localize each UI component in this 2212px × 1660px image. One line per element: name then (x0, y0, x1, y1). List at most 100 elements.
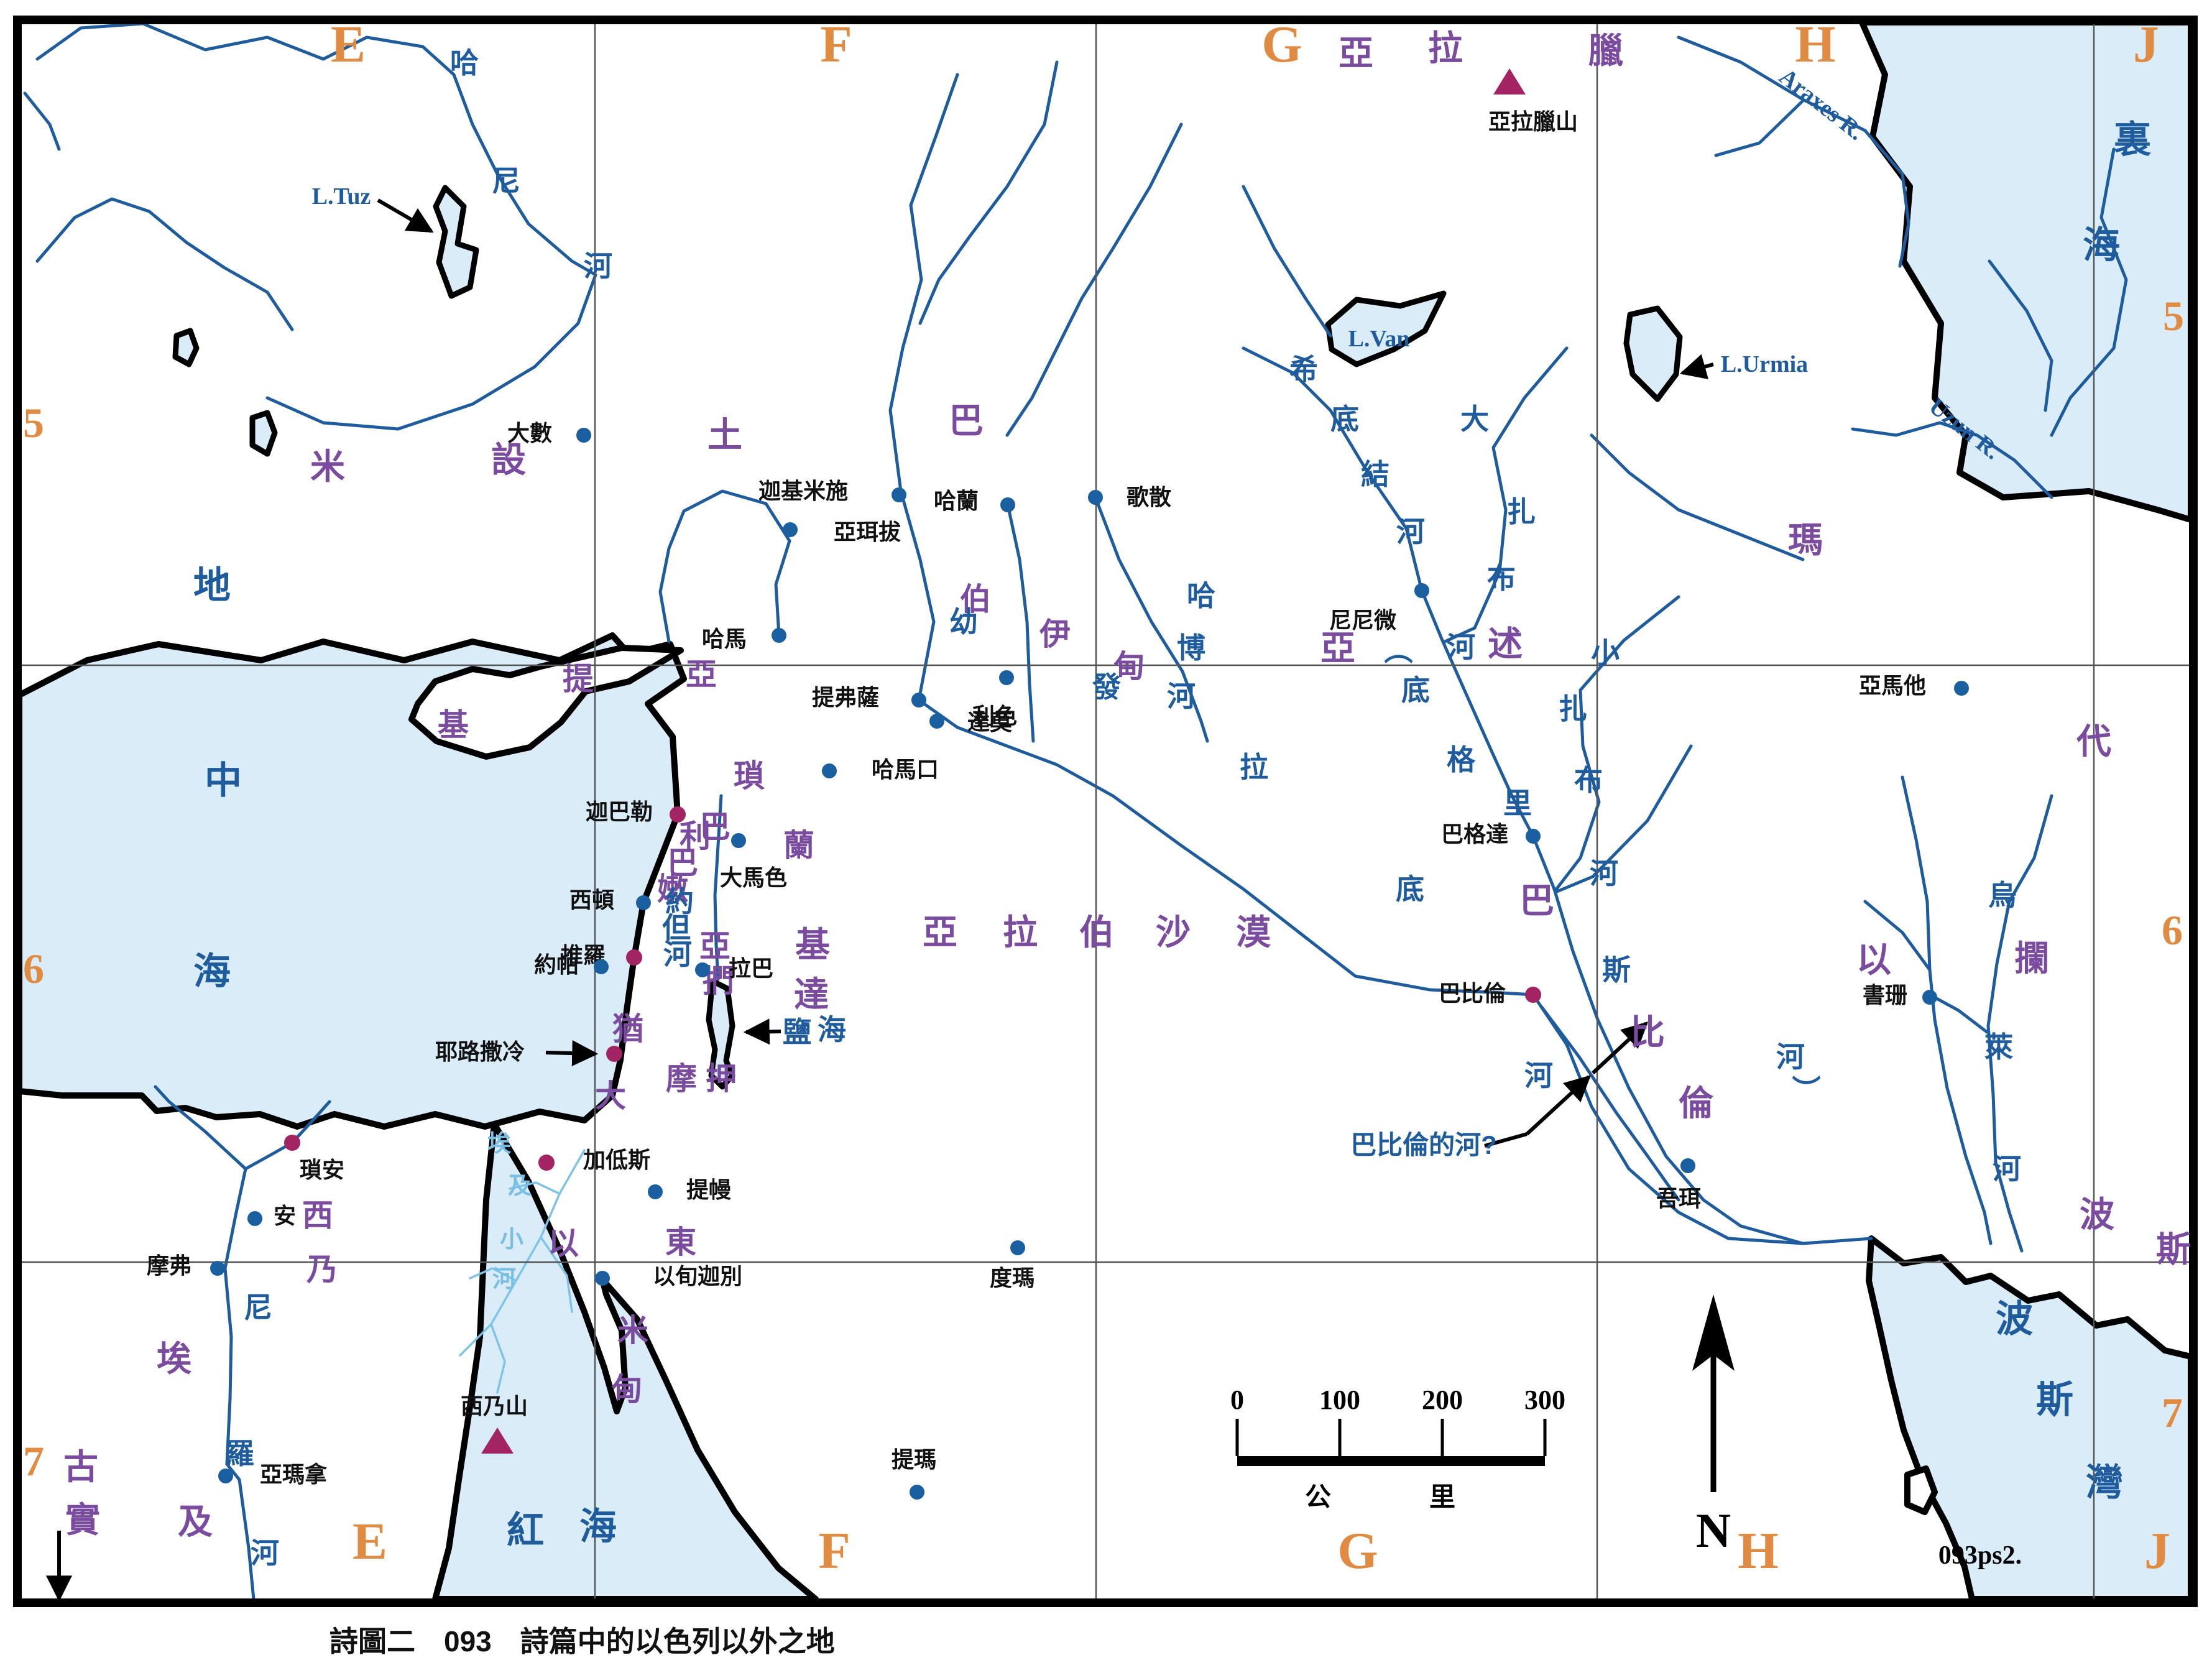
label-sea-persian-gulf: 灣 (2086, 1462, 2123, 1503)
rivers-layer (23, 22, 2128, 1601)
label-river-brook-of-egypt: 小 (499, 1227, 524, 1253)
label-region-judah: 猶 (612, 1012, 643, 1046)
label-river-halys: 尼 (492, 165, 520, 197)
city-dot-摩弗 (210, 1261, 225, 1276)
city-label-哈蘭: 哈蘭 (933, 488, 979, 514)
label-river-tigris-paren: （ (1381, 635, 1414, 664)
brook-of-egypt-1 (459, 1149, 586, 1357)
label-region-midian: 米 (617, 1313, 648, 1348)
city-dot-提弗薩 (911, 693, 926, 708)
label-river-great-zab: 扎 (1507, 496, 1536, 528)
nile-west-branch (154, 1085, 247, 1171)
label-region-media: 瑪 (1788, 520, 1823, 560)
city-label-巴比倫: 巴比倫 (1438, 980, 1506, 1006)
babylon-river-arrow-1 (1525, 1075, 1592, 1136)
scalebar-unit: 里 (1429, 1482, 1456, 1511)
city-dot-推羅 (626, 949, 642, 966)
label-river-nile: 尼 (244, 1291, 272, 1324)
city-label-西頓: 西頓 (569, 887, 615, 913)
babylon-canal (1540, 1005, 1680, 1202)
city-dot-度瑪 (1010, 1240, 1025, 1255)
label-river-habor: 河 (1167, 680, 1196, 712)
seas-layer (16, 19, 2194, 1602)
label-region-judah: 大 (595, 1079, 626, 1114)
label-region-arabian-desert: 亞 (923, 913, 957, 952)
label-region-edom: 東 (665, 1225, 696, 1260)
grid-letter-F: F (818, 1522, 850, 1580)
city-dot-尼尼微 (1414, 583, 1429, 598)
label-region-arabian-desert: 沙 (1156, 913, 1191, 952)
label-river-hiddekel: 底 (1330, 403, 1359, 435)
label-lake-salt-sea: 海 (818, 1013, 846, 1046)
label-region-kittim: 基 (438, 708, 469, 742)
orontes-river (658, 489, 791, 643)
label-region-kedar: 達 (794, 975, 829, 1014)
city-dot-約帕 (594, 959, 609, 974)
city-label-亞馬他: 亞馬他 (1858, 673, 1927, 698)
city-label-瑣安: 瑣安 (299, 1157, 345, 1183)
city-label-以旬迦別: 以旬迦別 (652, 1263, 743, 1289)
city-label-迦巴勒: 迦巴勒 (585, 799, 653, 824)
label-region-babylonia: 倫 (1679, 1084, 1713, 1123)
city-label-達莫: 達莫 (967, 709, 1013, 735)
gulf-island (1904, 1465, 1938, 1515)
mountain-亞拉臘山 (1493, 68, 1526, 95)
label-region-assyria: 述 (1488, 624, 1523, 663)
label-region-lebanon: 巴 (667, 846, 698, 880)
city-label-提瑪: 提瑪 (891, 1447, 937, 1472)
label-sea-red: 紅 (507, 1510, 544, 1551)
label-region-tubal: 巴 (949, 401, 984, 440)
caspian-sea (1859, 19, 2194, 523)
city-dot-巴格達 (1526, 829, 1541, 844)
brook-of-egypt-4 (509, 1181, 561, 1195)
city-label-巴格達: 巴格達 (1440, 821, 1509, 847)
city-label-書珊: 書珊 (1862, 982, 1908, 1008)
city-dot-哈馬 (772, 628, 786, 643)
label-region-moab: 押 (706, 1061, 737, 1096)
city-label-摩弗: 摩弗 (146, 1253, 192, 1278)
city-dot-哈馬口 (822, 763, 837, 778)
map-code: 093ps2. (1938, 1541, 2022, 1570)
label-river-little-zab: 布 (1574, 764, 1603, 796)
label-region-ararat: 拉 (1428, 29, 1463, 68)
grid-lines-layer (17, 20, 2193, 1603)
label-region-ammon: 亞 (699, 929, 730, 964)
city-dot-拉巴 (695, 962, 710, 977)
grid-letter-E: E (330, 16, 366, 73)
zagros-stream-1 (2050, 147, 2128, 437)
label-lake-tuz-label: L.Tuz (311, 183, 371, 210)
city-label-提弗薩: 提弗薩 (811, 685, 880, 710)
label-region-meshech: 米 (310, 447, 345, 486)
uzun-river (1851, 421, 2053, 499)
label-sea-caspian: 海 (2083, 224, 2120, 266)
label-river-tigris: 格 (1447, 744, 1475, 776)
grid-letter-H: H (1738, 1522, 1779, 1580)
lake-urmia (1623, 305, 1683, 402)
babylon-river-tail (1484, 1132, 1528, 1148)
label-river-habor: 博 (1177, 632, 1205, 664)
label-river-tigris: 底 (1401, 674, 1430, 706)
diyala-river (1554, 744, 1693, 894)
label-region-cush: 實 (65, 1500, 100, 1539)
scalebar-bar (1237, 1456, 1545, 1466)
araxes-river (1677, 35, 1910, 268)
grid-letter-H: H (1795, 16, 1836, 73)
label-region-ararat: 臘 (1588, 31, 1623, 70)
city-label-迦基米施: 迦基米施 (758, 478, 849, 504)
map-border (13, 16, 2198, 1607)
label-region-babylonia: 巴 (1519, 881, 1554, 920)
map-caption: 詩圖二 093 詩篇中的以色列以外之地 (329, 1625, 835, 1658)
jerusalem-arrow (545, 1040, 599, 1067)
label-river-euphrates: 底 (1396, 873, 1424, 905)
scalebar-value: 0 (1230, 1385, 1244, 1415)
euphrates-river (888, 73, 1873, 1245)
babylon-river-arrow-2 (1591, 1021, 1649, 1075)
grid-number-5: 5 (2163, 292, 2184, 339)
grid-number-7: 7 (2162, 1389, 2183, 1436)
label-region-cush: 古 (63, 1447, 98, 1487)
lake-tuz (433, 185, 479, 299)
kerkha-river (1901, 775, 1993, 1245)
halys-river (35, 22, 597, 431)
label-river-jordan: 河 (663, 938, 692, 971)
